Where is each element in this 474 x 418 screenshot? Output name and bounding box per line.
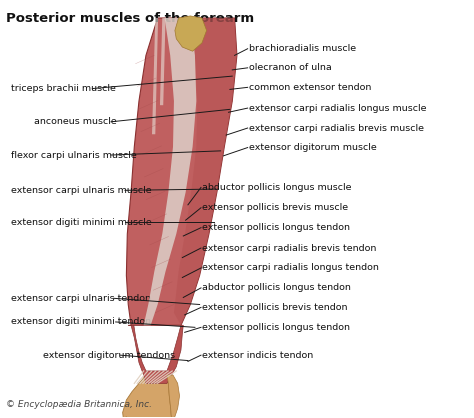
Text: anconeus muscle: anconeus muscle (34, 117, 117, 126)
Text: extensor carpi ulnaris muscle: extensor carpi ulnaris muscle (11, 186, 151, 195)
Polygon shape (123, 375, 172, 418)
Polygon shape (160, 18, 165, 105)
Text: flexor carpi ulnaris muscle: flexor carpi ulnaris muscle (11, 150, 137, 160)
Text: extensor digitorum tendons: extensor digitorum tendons (43, 351, 175, 359)
Text: extensor pollicis longus tendon: extensor pollicis longus tendon (202, 323, 350, 332)
Text: common extensor tendon: common extensor tendon (248, 83, 371, 92)
Text: extensor digitorum muscle: extensor digitorum muscle (248, 143, 376, 152)
Text: extensor carpi radialis brevis muscle: extensor carpi radialis brevis muscle (248, 124, 424, 133)
Text: extensor carpi radialis longus tendon: extensor carpi radialis longus tendon (202, 263, 379, 273)
Text: © Encyclopædia Britannica, Inc.: © Encyclopædia Britannica, Inc. (6, 400, 152, 409)
Text: extensor carpi radialis brevis tendon: extensor carpi radialis brevis tendon (202, 244, 376, 252)
Text: extensor carpi radialis longus muscle: extensor carpi radialis longus muscle (248, 104, 426, 112)
Text: triceps brachii muscle: triceps brachii muscle (11, 84, 116, 93)
Polygon shape (127, 417, 130, 418)
Polygon shape (175, 16, 207, 51)
Text: brachioradialis muscle: brachioradialis muscle (248, 44, 356, 53)
Polygon shape (174, 18, 237, 325)
Text: abductor pollicis longus muscle: abductor pollicis longus muscle (202, 183, 351, 192)
Text: extensor digiti minimi muscle: extensor digiti minimi muscle (11, 218, 152, 227)
Polygon shape (152, 18, 158, 134)
Polygon shape (144, 18, 196, 325)
Text: olecranon of ulna: olecranon of ulna (248, 63, 331, 72)
Polygon shape (127, 18, 237, 325)
Text: extensor carpi ulnaris tendon: extensor carpi ulnaris tendon (11, 294, 151, 303)
Text: Posterior muscles of the forearm: Posterior muscles of the forearm (6, 12, 254, 25)
Text: extensor pollicis longus tendon: extensor pollicis longus tendon (202, 223, 350, 232)
Polygon shape (167, 375, 180, 418)
Text: extensor indicis tendon: extensor indicis tendon (202, 351, 313, 359)
Polygon shape (128, 325, 183, 383)
Text: extensor digiti minimi tendon: extensor digiti minimi tendon (11, 317, 151, 326)
Text: abductor pollicis longus tendon: abductor pollicis longus tendon (202, 283, 351, 293)
Text: extensor pollicis brevis muscle: extensor pollicis brevis muscle (202, 203, 348, 212)
Text: extensor pollicis brevis tendon: extensor pollicis brevis tendon (202, 303, 347, 312)
